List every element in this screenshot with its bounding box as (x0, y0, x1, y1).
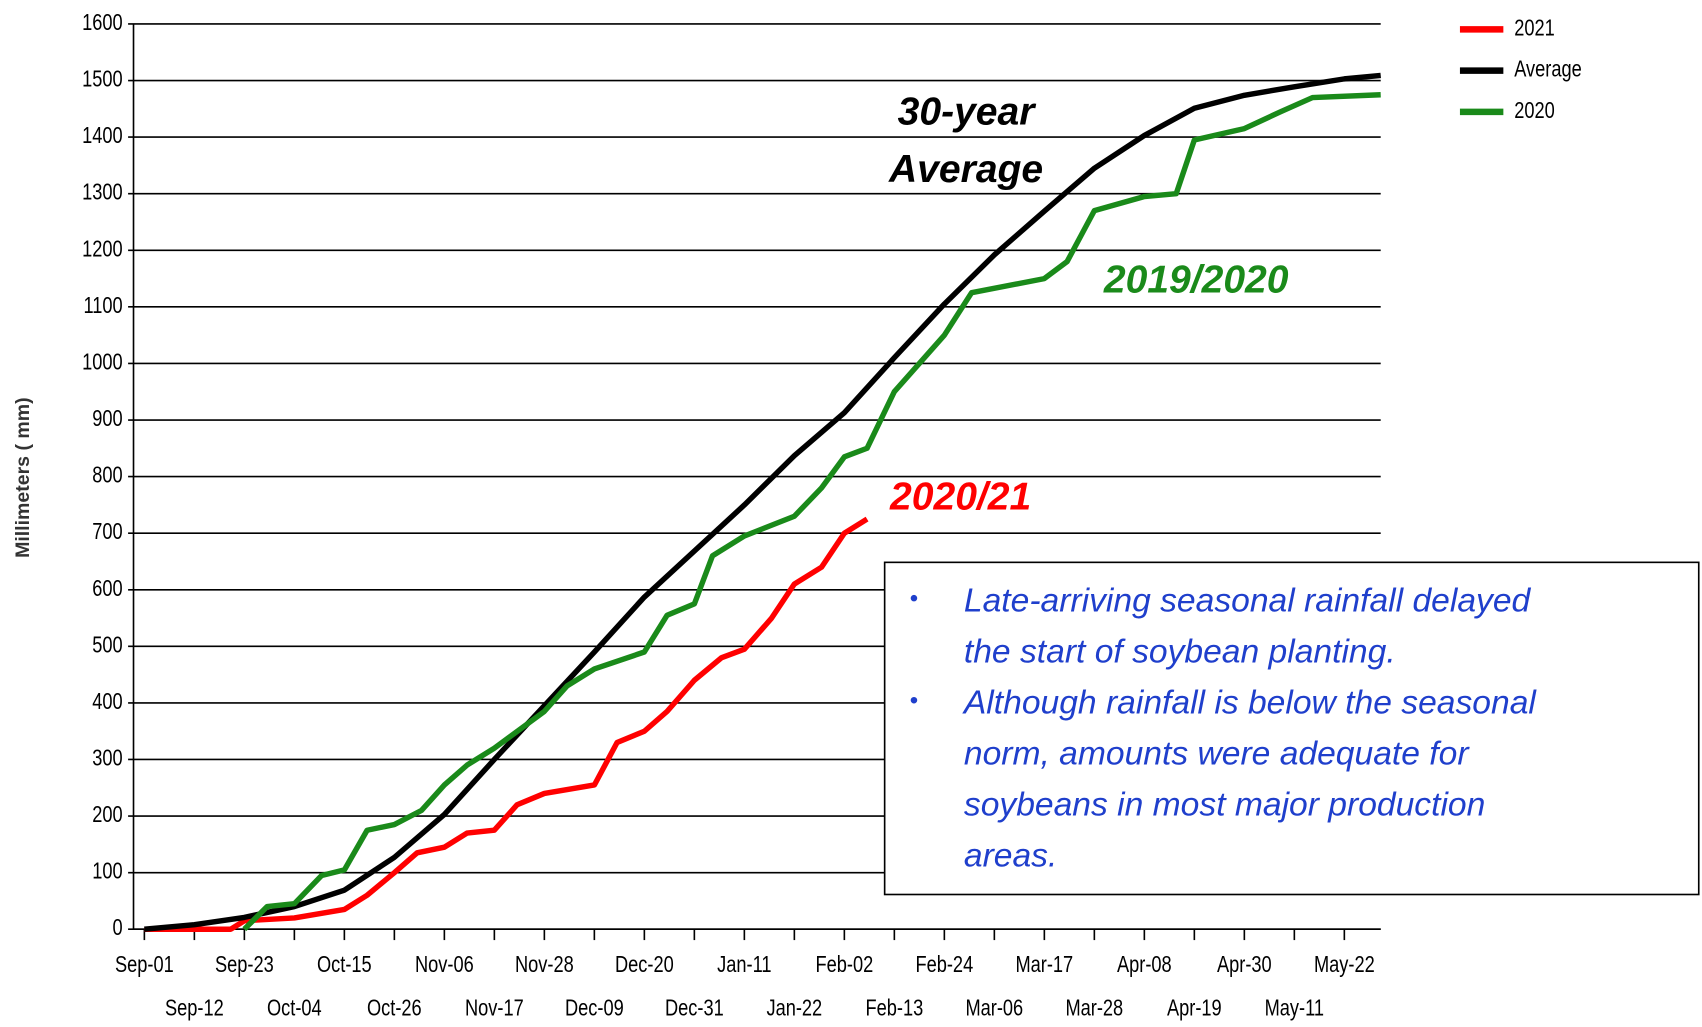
x-tick-label: Apr-30 (1217, 952, 1272, 977)
annotation: 2019/2020 (1103, 259, 1289, 302)
x-tick-label: Jan-22 (766, 996, 822, 1021)
note-text: Although rainfall is below the seasonal (962, 684, 1538, 721)
series-line (144, 516, 869, 932)
x-tick-label: Apr-08 (1117, 952, 1172, 977)
x-tick-label: Sep-01 (115, 952, 174, 977)
x-tick-label: Dec-20 (615, 952, 674, 977)
x-tick-label: Sep-23 (215, 952, 274, 977)
x-tick-label: Mar-06 (965, 996, 1023, 1021)
y-tick-label: 300 (92, 746, 122, 771)
x-tick-label: Mar-17 (1015, 952, 1073, 977)
y-tick-label: 900 (92, 406, 122, 431)
series-line (144, 72, 1381, 932)
note-text: the start of soybean planting. (964, 633, 1396, 670)
x-tick-label: Nov-17 (465, 996, 524, 1021)
annotation: 2020/21 (889, 476, 1031, 519)
y-tick-label: 600 (92, 576, 122, 601)
y-tick-label: 100 (92, 859, 122, 884)
legend-label: 2020 (1514, 98, 1555, 123)
x-tick-label: Feb-13 (865, 996, 923, 1021)
y-tick-label: 1100 (83, 293, 122, 318)
y-tick-label: 200 (92, 802, 122, 827)
series-line (242, 92, 1381, 932)
x-tick-label: Nov-28 (515, 952, 574, 977)
x-tick-label: Feb-24 (915, 952, 973, 977)
note-text: areas. (964, 837, 1057, 874)
x-tick-label: Oct-15 (317, 952, 372, 977)
x-tick-label: Mar-28 (1065, 996, 1123, 1021)
legend-label: Average (1514, 57, 1582, 82)
x-tick-label: May-11 (1265, 996, 1324, 1021)
note-box (883, 561, 1700, 896)
y-tick-label: 1000 (82, 350, 123, 375)
x-tick-label: May-22 (1314, 952, 1375, 977)
x-tick-label: Oct-26 (367, 996, 422, 1021)
annotation: 30-year (898, 90, 1037, 133)
x-tick-label: Feb-02 (815, 952, 873, 977)
bullet (910, 594, 918, 602)
y-tick-label: 1400 (82, 123, 123, 148)
y-tick-label: 1200 (82, 236, 123, 261)
bullet (910, 696, 918, 704)
x-tick-label: Sep-12 (165, 996, 224, 1021)
y-axis-label: Millimeters ( mm) (12, 397, 34, 557)
x-tick-label: Nov-06 (415, 952, 474, 977)
y-tick-label: 1500 (82, 67, 123, 92)
note-text: soybeans in most major production (964, 786, 1485, 823)
y-tick-label: 400 (92, 689, 122, 714)
y-tick-label: 500 (92, 632, 122, 657)
note-text: Late-arriving seasonal rainfall delayed (964, 582, 1532, 619)
annotation: Average (888, 148, 1043, 191)
note-text: norm, amounts were adequate for (964, 735, 1470, 772)
x-tick-label: Oct-04 (267, 996, 322, 1021)
y-tick-label: 800 (92, 463, 122, 488)
x-tick-label: Dec-31 (665, 996, 724, 1021)
legend-label: 2021 (1514, 16, 1555, 41)
y-tick-label: 0 (113, 915, 123, 940)
x-tick-label: Jan-11 (717, 952, 771, 977)
y-tick-label: 700 (92, 519, 122, 544)
y-tick-label: 1600 (82, 10, 123, 35)
y-tick-label: 1300 (82, 180, 123, 205)
x-tick-label: Apr-19 (1167, 996, 1222, 1021)
x-tick-label: Dec-09 (565, 996, 624, 1021)
